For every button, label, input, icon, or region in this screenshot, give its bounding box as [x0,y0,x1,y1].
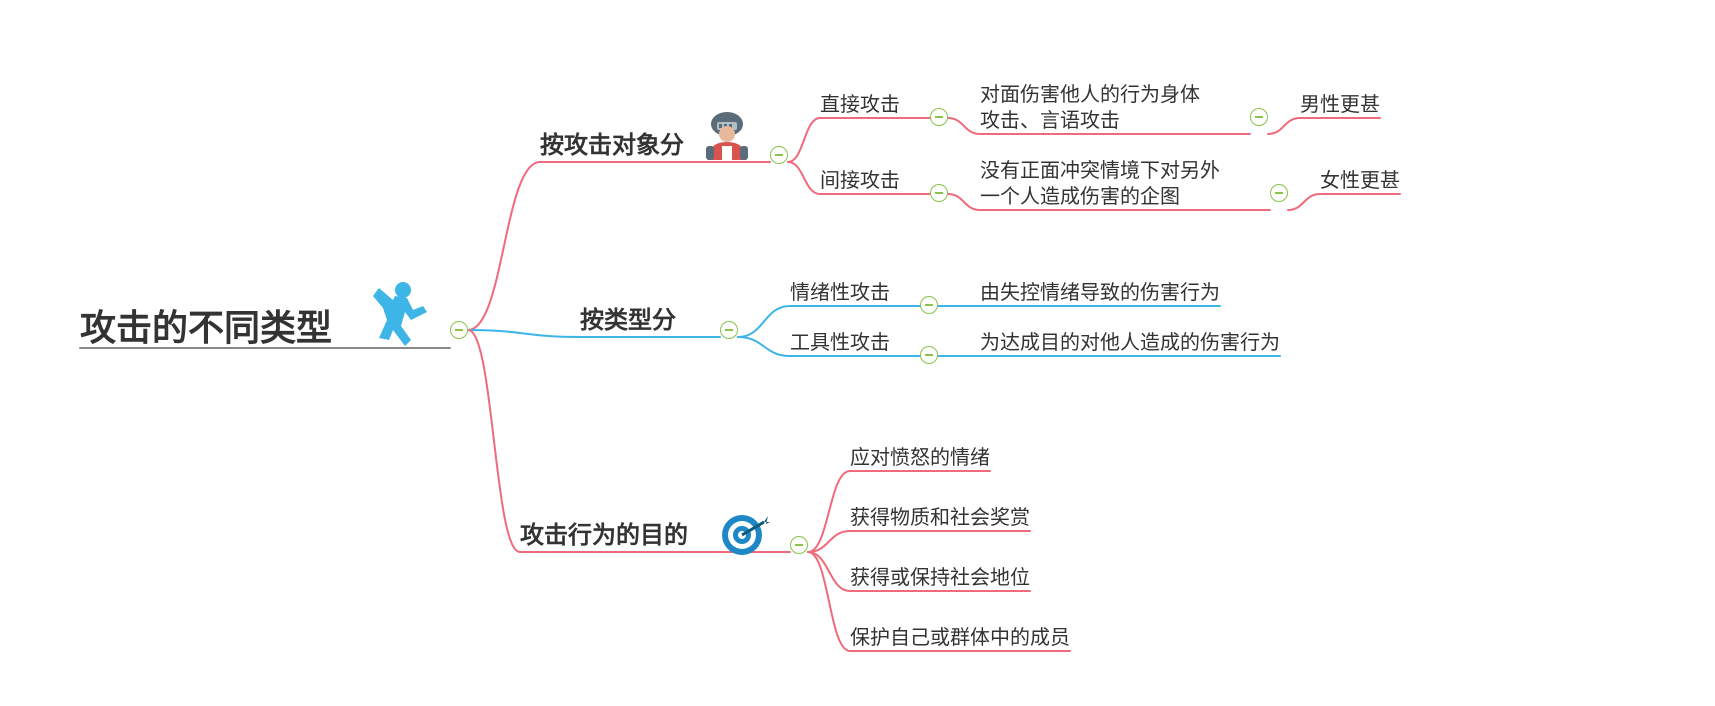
node-purpose-reward: 获得物质和社会奖赏 [850,505,1030,531]
node-male-more: 男性更甚 [1300,92,1380,118]
node-instrumental-attack: 工具性攻击 [790,330,890,356]
branch-by-target: 按攻击对象分 [540,130,684,161]
football-player-icon [700,110,755,165]
node-purpose-protect: 保护自己或群体中的成员 [850,625,1070,651]
node-direct-desc-collapse[interactable] [1250,108,1268,126]
branch1-collapse-button[interactable] [770,146,788,164]
kicker-icon [365,278,435,358]
node-emotional-attack: 情绪性攻击 [790,280,890,306]
node-emotional-desc: 由失控情绪导致的伤害行为 [980,280,1220,306]
root-collapse-button[interactable] [450,321,468,339]
node-direct-desc: 对面伤害他人的行为身体 攻击、言语攻击 [980,82,1200,134]
target-icon [720,510,770,560]
branch-by-type: 按类型分 [580,305,676,336]
node-indirect-attack-collapse[interactable] [930,184,948,202]
node-direct-attack: 直接攻击 [820,92,900,118]
node-female-more: 女性更甚 [1320,168,1400,194]
branch3-collapse-button[interactable] [790,536,808,554]
node-indirect-desc: 没有正面冲突情境下对另外 一个人造成伤害的企图 [980,158,1220,210]
node-direct-attack-collapse[interactable] [930,108,948,126]
branch-purpose: 攻击行为的目的 [520,520,688,551]
branch2-collapse-button[interactable] [720,321,738,339]
node-indirect-attack: 间接攻击 [820,168,900,194]
node-purpose-anger: 应对愤怒的情绪 [850,445,990,471]
node-instrumental-desc: 为达成目的对他人造成的伤害行为 [980,330,1280,356]
node-instrumental-collapse[interactable] [920,346,938,364]
root-node: 攻击的不同类型 [80,305,332,352]
node-emotional-collapse[interactable] [920,296,938,314]
node-purpose-status: 获得或保持社会地位 [850,565,1030,591]
node-indirect-desc-collapse[interactable] [1270,184,1288,202]
